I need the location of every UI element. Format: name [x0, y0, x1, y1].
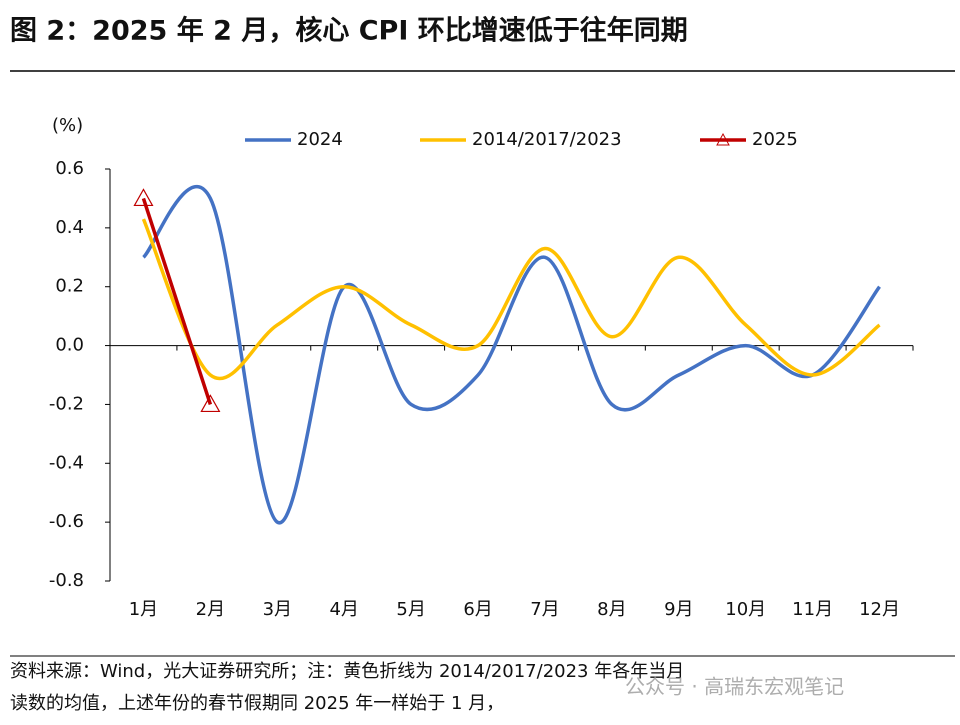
x-tick-label: 10月 [725, 599, 766, 620]
x-tick-label: 2月 [196, 599, 225, 620]
x-tick-label: 3月 [263, 599, 292, 620]
watermark: 公众号 · 高瑞东宏观笔记 [625, 675, 844, 699]
y-tick-label: -0.8 [49, 570, 84, 591]
marker [200, 394, 221, 413]
series-line [141, 218, 881, 381]
y-tick-label: 0.2 [55, 276, 84, 297]
x-tick-label: 8月 [597, 599, 626, 620]
y-tick-label: -0.6 [49, 511, 84, 532]
x-tick-label: 11月 [792, 599, 833, 620]
series-line [141, 197, 213, 405]
x-tick-label: 6月 [463, 599, 492, 620]
x-tick-label: 4月 [329, 599, 358, 620]
y-axis-unit: (%) [52, 115, 83, 136]
x-tick-label: 9月 [664, 599, 693, 620]
y-tick-label: 0.0 [55, 335, 84, 356]
footnote: 读数的均值，上述年份的春节假期同 2025 年一样始于 1 月， [10, 693, 504, 714]
x-tick-label: 12月 [859, 599, 900, 620]
y-tick-label: -0.4 [49, 452, 84, 473]
x-tick-label: 5月 [396, 599, 425, 620]
series-line [142, 185, 881, 525]
y-tick-label: 0.4 [55, 217, 84, 238]
legend-label: 2024 [297, 129, 343, 150]
x-tick-label: 1月 [129, 599, 158, 620]
legend-label: 2025 [752, 129, 798, 150]
marker [133, 188, 154, 207]
legend-marker [716, 132, 730, 146]
legend-label: 2014/2017/2023 [472, 129, 622, 150]
y-tick-label: -0.2 [49, 393, 84, 414]
y-tick-label: 0.6 [55, 158, 84, 179]
footnote: 资料来源：Wind，光大证券研究所；注：黄色折线为 2014/2017/2023… [10, 661, 684, 682]
x-tick-label: 7月 [530, 599, 559, 620]
chart-title: 图 2：2025 年 2 月，核心 CPI 环比增速低于往年同期 [10, 15, 688, 47]
